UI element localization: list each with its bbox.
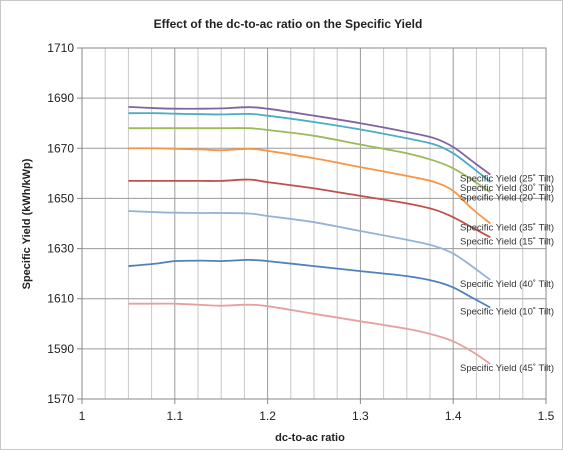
tick-labels: 1570 1590 1610 1630 1650 1670 1690 1710 1 1.1 1.2 1… — [47, 41, 554, 423]
series-line — [128, 258, 491, 309]
y-tick-label: 1690 — [47, 91, 74, 105]
x-tick-label: 1.2 — [259, 409, 276, 423]
series-label: Specific Yield (20˚ Tilt) — [460, 193, 554, 204]
series-label: Specific Yield (45˚ Tilt) — [460, 363, 554, 374]
y-tick-label: 1610 — [47, 292, 74, 306]
series-line — [128, 178, 491, 239]
x-tick-label: 1.3 — [352, 409, 369, 423]
x-tick-label: 1 — [79, 409, 86, 423]
y-tick-label: 1630 — [47, 242, 74, 256]
series-lines — [128, 106, 491, 365]
x-tick-label: 1.4 — [445, 409, 462, 423]
y-tick-label: 1650 — [47, 191, 74, 205]
y-axis-title: Specific Yield (kWh/kWp) — [21, 158, 33, 289]
plot-area-border — [81, 47, 547, 400]
y-tick-label: 1670 — [47, 141, 74, 155]
series-line — [128, 106, 491, 176]
series-line — [128, 127, 491, 193]
series-line — [128, 112, 491, 183]
chart-title: Effect of the dc-to-ac ratio on the Spec… — [154, 17, 423, 31]
series-label: Specific Yield (15˚ Tilt) — [460, 236, 554, 247]
series-label: Specific Yield (25˚ Tilt) — [460, 174, 554, 185]
series-line — [128, 210, 491, 281]
series-label: Specific Yield (10˚ Tilt) — [460, 307, 554, 318]
y-tick-label: 1710 — [47, 41, 74, 55]
y-tick-label: 1570 — [47, 392, 74, 406]
series-line — [128, 147, 491, 225]
series-label: Specific Yield (30˚ Tilt) — [460, 183, 554, 194]
series-labels: Specific Yield (25˚ Tilt)Specific Yield … — [460, 174, 554, 374]
series-label: Specific Yield (40˚ Tilt) — [460, 279, 554, 290]
axes — [81, 47, 547, 400]
x-tick-label: 1.1 — [166, 409, 183, 423]
x-tick-label: 1.5 — [538, 409, 555, 423]
series-label: Specific Yield (35˚ Tilt) — [460, 223, 554, 234]
x-axis-title: dc-to-ac ratio — [275, 432, 345, 444]
y-tick-label: 1590 — [47, 342, 74, 356]
series-line — [128, 302, 491, 365]
